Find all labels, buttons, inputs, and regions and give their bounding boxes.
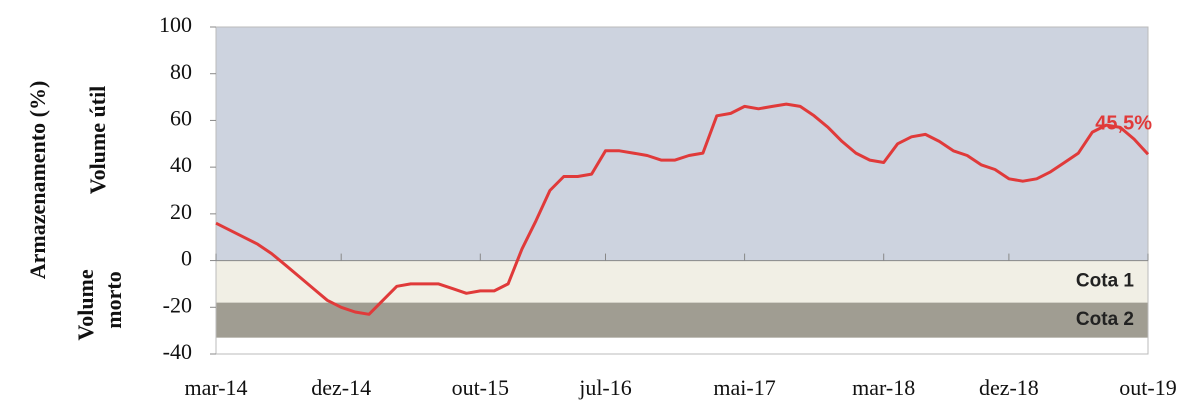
line-series (215, 102, 1150, 316)
y-tick-label: -40 (163, 339, 192, 364)
band (216, 302, 1148, 338)
x-tick-label: jul-16 (578, 375, 632, 400)
y-tick-label: 40 (170, 152, 192, 177)
band (216, 260, 1148, 303)
x-tick-label: out-15 (452, 375, 509, 400)
x-tick-label: dez-14 (311, 375, 371, 400)
y-tick-label: 80 (170, 59, 192, 84)
y-tick-label: 0 (181, 246, 192, 271)
section-label: Volume útil (85, 86, 110, 195)
y-tick-label: -20 (163, 292, 192, 317)
x-tick-label: dez-18 (979, 375, 1039, 400)
y-tick-label: 20 (170, 199, 192, 224)
section-label: morto (101, 271, 126, 328)
band (216, 27, 1148, 261)
y-tick-label: 60 (170, 105, 192, 130)
y-tick-label: 100 (159, 12, 192, 37)
x-tick-label: mai-17 (713, 375, 775, 400)
x-tick-label: mar-14 (184, 375, 247, 400)
band-label: Cota 1 (1076, 271, 1135, 292)
y-axis-title: Armazenamento (%) (25, 81, 50, 280)
band-label: Cota 2 (1076, 309, 1134, 330)
section-label: Volume (73, 269, 98, 341)
plot-border (215, 26, 1149, 355)
data-label: 45,5% (1095, 113, 1152, 135)
x-tick-label: out-19 (1119, 375, 1176, 400)
x-tick-label: mar-18 (852, 375, 915, 400)
